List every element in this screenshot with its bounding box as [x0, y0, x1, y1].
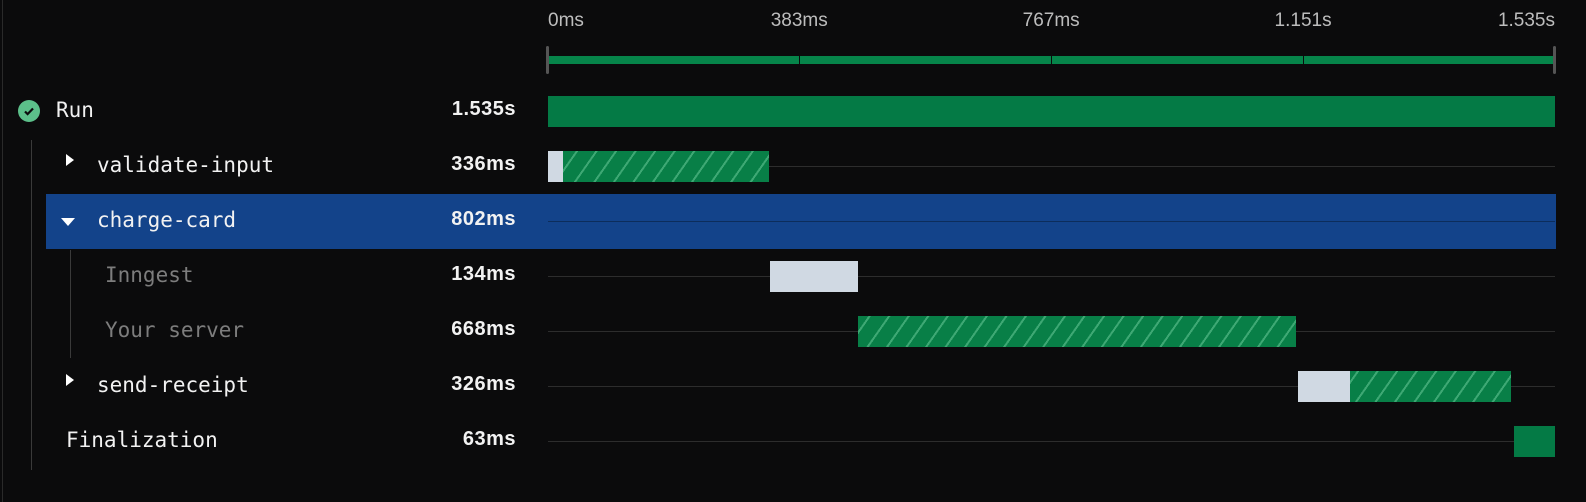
span-bar-hatch[interactable]	[1349, 371, 1512, 402]
row-duration: 1.535s	[451, 98, 516, 120]
trace-row-charge-card[interactable]: charge-card 802ms	[0, 194, 1586, 249]
row-duration: 63ms	[462, 428, 516, 450]
row-track	[548, 386, 1555, 387]
span-bar-queue[interactable]	[769, 261, 858, 292]
tick-label: 383ms	[770, 10, 828, 31]
range-handle-start[interactable]	[546, 46, 549, 74]
row-duration: 134ms	[451, 263, 516, 285]
row-label: Your server	[105, 318, 245, 342]
trace-row-finalization[interactable]: Finalization 63ms	[0, 414, 1586, 469]
row-label: charge-card	[97, 208, 237, 232]
row-track	[548, 441, 1555, 442]
row-duration: 336ms	[451, 153, 516, 175]
span-bar-hatch[interactable]	[857, 316, 1296, 347]
trace-row-send-receipt[interactable]: send-receipt 326ms	[0, 359, 1586, 414]
span-bar-hatch[interactable]	[563, 151, 770, 182]
caret-down-icon[interactable]	[61, 218, 75, 226]
trace-row-validate-input[interactable]: validate-input 336ms	[0, 139, 1586, 194]
caret-right-icon[interactable]	[66, 374, 74, 386]
row-duration: 668ms	[451, 318, 516, 340]
span-bar-queue[interactable]	[1297, 371, 1350, 402]
tick-mark	[1051, 56, 1053, 64]
range-handle-end[interactable]	[1553, 46, 1556, 74]
tick-label: 1.151s	[1274, 10, 1332, 31]
tick-label: 0ms	[548, 10, 584, 31]
row-label: Run	[56, 98, 94, 122]
span-bar-solid[interactable]	[548, 96, 1555, 127]
row-label: Inngest	[105, 263, 194, 287]
row-track	[548, 221, 1555, 222]
row-duration: 802ms	[451, 208, 516, 230]
row-duration: 326ms	[451, 373, 516, 395]
tree-line-charge-card	[70, 250, 71, 358]
row-label: Finalization	[66, 428, 218, 452]
span-bar-queue[interactable]	[548, 151, 564, 182]
trace-row-run[interactable]: Run 1.535s	[0, 84, 1586, 139]
row-label: validate-input	[97, 153, 275, 177]
tick-label: 767ms	[1022, 10, 1080, 31]
row-track	[548, 276, 1555, 277]
tick-label: 1.535s	[1497, 10, 1555, 31]
trace-row-your-server[interactable]: Your server 668ms	[0, 304, 1586, 359]
span-bar-solid[interactable]	[1513, 426, 1555, 457]
row-label: send-receipt	[97, 373, 249, 397]
tree-line-root	[31, 140, 32, 470]
row-track	[548, 166, 1555, 167]
tick-mark	[799, 56, 801, 64]
check-circle-icon	[18, 100, 40, 122]
trace-row-inngest[interactable]: Inngest 134ms	[0, 249, 1586, 304]
caret-right-icon[interactable]	[66, 154, 74, 166]
tick-mark	[1303, 56, 1305, 64]
panel-edge	[2, 0, 3, 502]
